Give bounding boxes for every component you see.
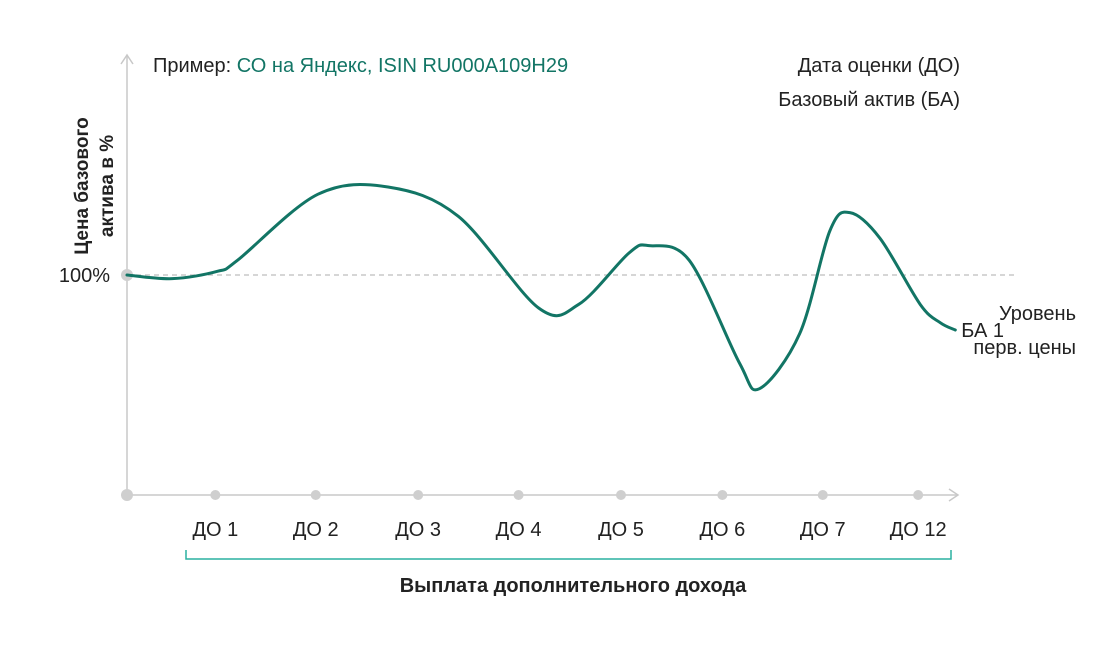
x-tick-label-4: ДО 4: [496, 519, 542, 541]
x-tick-dot-6: [717, 490, 728, 500]
payout-bracket: [185, 550, 952, 560]
x-tick-dot-2: [310, 490, 321, 500]
y-reference-label: 100%: [59, 265, 110, 287]
x-tick-dot-8: [913, 490, 924, 500]
series-label: БА 1: [961, 320, 1004, 342]
reference-line-label-line-1: Уровень: [999, 303, 1076, 325]
legend-item-valuation-date: Дата оценки (ДО): [798, 55, 960, 77]
y-axis-arrow: [120, 53, 134, 65]
x-tick-dot-4: [513, 490, 524, 500]
x-tick-dot-7: [817, 490, 828, 500]
chart-title: Пример: СО на Яндекс, ISIN RU000A109H29: [153, 55, 568, 77]
x-tick-label-1: ДО 1: [192, 519, 238, 541]
x-tick-label-7: ДО 7: [800, 519, 846, 541]
x-axis-label: Выплата дополнительного дохода: [400, 575, 747, 597]
x-tick-label-5: ДО 5: [598, 519, 644, 541]
x-ticks: ДО 1 ДО 2 ДО 3 ДО 4 ДО 5 ДО 6 ДО 7 ДО 12: [192, 490, 947, 541]
x-tick-label-3: ДО 3: [395, 519, 441, 541]
x-tick-dot-3: [413, 490, 424, 500]
y-axis-label: Цена базового актива в %: [72, 117, 118, 254]
x-tick-label-8: ДО 12: [890, 519, 947, 541]
x-axis-arrow: [948, 488, 960, 502]
legend-item-base-asset: Базовый актив (БА): [778, 89, 960, 111]
origin-dot: [121, 489, 133, 501]
x-tick-label-2: ДО 2: [293, 519, 339, 541]
x-tick-label-6: ДО 6: [699, 519, 745, 541]
series-line-base-asset: [125, 183, 957, 392]
x-tick-dot-5: [615, 490, 626, 500]
reference-line-label-line-2: перв. цены: [973, 337, 1076, 359]
y-axis-label-line-2: актива в %: [97, 135, 118, 237]
chart-title-highlight: СО на Яндекс, ISIN RU000A109H29: [237, 55, 568, 77]
chart-title-prefix: Пример:: [153, 55, 237, 77]
y-axis-label-line-1: Цена базового: [72, 117, 93, 254]
x-tick-dot-1: [210, 490, 221, 500]
